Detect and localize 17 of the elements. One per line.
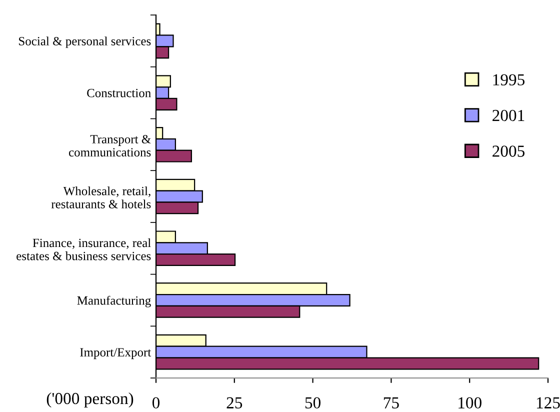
x-axis-title: ('000 person) (46, 392, 134, 408)
legend-label: 1995 (493, 74, 525, 86)
y-tick-label: Construction (87, 88, 151, 98)
x-tick-label: 0 (152, 397, 160, 408)
x-tick-label: 100 (458, 397, 482, 408)
x-tick-label: 125 (536, 397, 560, 408)
x-tick-label: 75 (384, 397, 399, 408)
y-tick-label: Transport & communications (68, 135, 151, 157)
y-tick-label: Wholesale, retail, restaurants & hotels (51, 186, 151, 208)
legend-label: 2001 (492, 110, 524, 122)
x-tick-label: 50 (305, 397, 320, 408)
y-tick-label: Social & personal services (19, 36, 151, 48)
y-tick-label: Manufacturing (77, 296, 151, 308)
y-tick-label: Import/Export (80, 348, 152, 360)
x-tick-label: 25 (226, 397, 242, 408)
legend-label: 2005 (492, 146, 525, 157)
y-tick-label: Finance, insurance, real estates & business services (16, 238, 151, 260)
